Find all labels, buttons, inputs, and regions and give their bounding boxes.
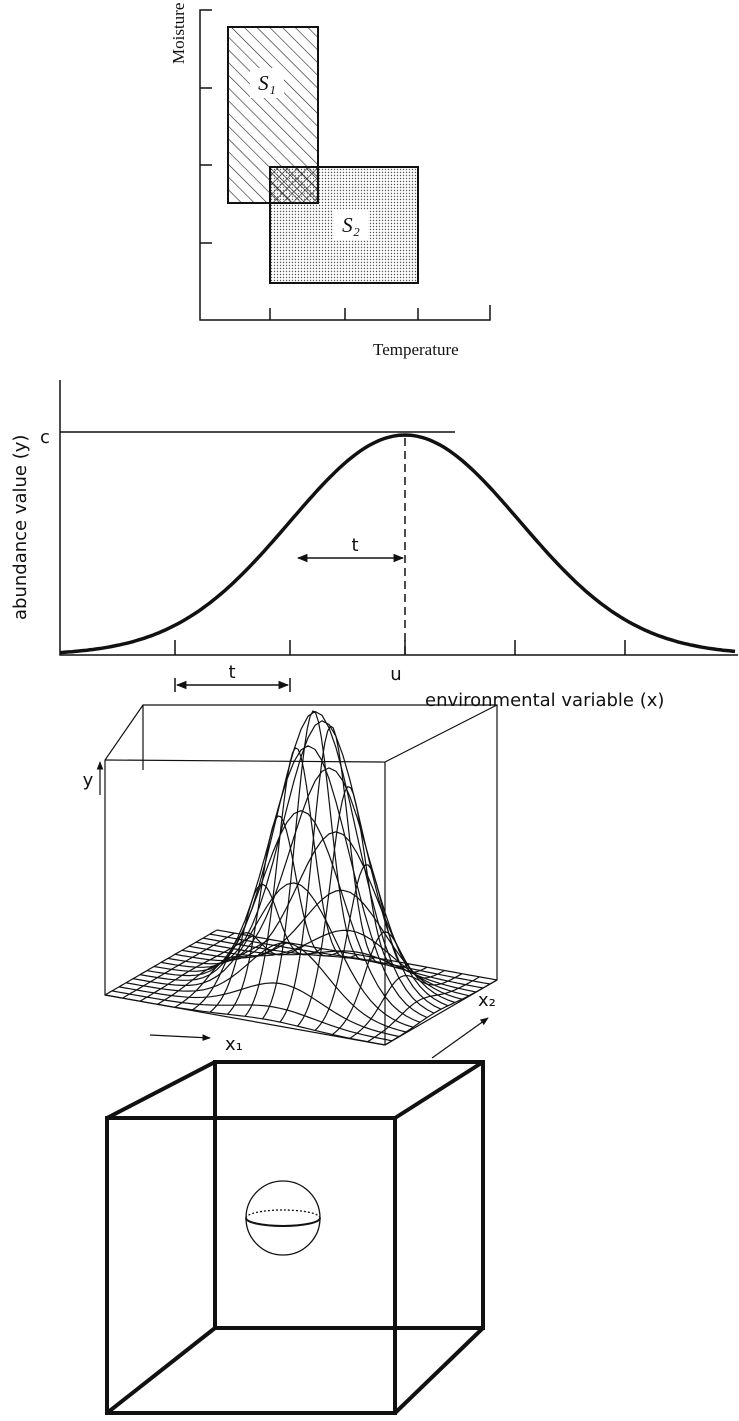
- sphere-equator: [245, 1217, 321, 1227]
- y-axis-label: abundance value (y): [10, 435, 31, 620]
- y-axis-label: Moisture: [169, 3, 188, 64]
- ticks: [174, 640, 626, 655]
- surface-mesh: [118, 982, 400, 1038]
- x-axis-label: Temperature: [373, 340, 459, 359]
- cube-back: [213, 1060, 485, 1330]
- region-label: S₁: [258, 71, 276, 95]
- cube-edge: [106, 1060, 216, 1120]
- surface-mesh: [111, 990, 393, 1042]
- box-edge: [104, 759, 386, 763]
- max-label: c: [40, 427, 50, 448]
- cube-panel: [105, 1060, 485, 1415]
- tolerance-label: t: [351, 535, 358, 556]
- niche-panel: [199, 9, 491, 321]
- response-curve: [59, 433, 736, 655]
- surface-mesh: [349, 973, 463, 1039]
- surface-mesh: [367, 976, 480, 1043]
- box-edge: [384, 704, 498, 763]
- x1-label: x₁: [225, 1034, 243, 1055]
- surface-mesh: [332, 931, 445, 1035]
- label-bg: [334, 210, 368, 240]
- region-label: S₂: [342, 213, 360, 237]
- x1-arrow: [149, 1034, 211, 1041]
- optimum-label: u: [390, 664, 401, 685]
- x2-arrow: [431, 1017, 489, 1059]
- surface-mesh: [384, 979, 498, 1046]
- y-label: y: [83, 770, 94, 791]
- surface-mesh: [209, 933, 491, 985]
- curve-panel: [59, 380, 738, 692]
- surface-mesh: [202, 937, 484, 989]
- sphere-equator: [245, 1209, 321, 1219]
- surface-mesh: [314, 864, 428, 1031]
- cube-edge: [393, 1060, 485, 1120]
- surface-mesh: [279, 725, 393, 1023]
- cube-front: [105, 1116, 397, 1415]
- axes: [199, 9, 491, 321]
- tolerance-label: t: [228, 662, 235, 683]
- surface-panel: [96, 704, 498, 1059]
- sphere: [245, 1180, 321, 1256]
- surface-mesh: [167, 767, 449, 1007]
- surface-mesh: [262, 710, 375, 1020]
- x2-label: x₂: [478, 990, 496, 1011]
- surface-mesh: [216, 929, 498, 981]
- surface-mesh: [160, 720, 442, 1010]
- cube-edge: [393, 1326, 485, 1415]
- label-bg: [250, 68, 284, 98]
- overlap: [269, 166, 319, 204]
- x-axis-label: environmental variable (x): [425, 690, 664, 711]
- surface-mesh: [188, 929, 470, 997]
- axes: [59, 380, 738, 656]
- cube-edge: [105, 1326, 217, 1415]
